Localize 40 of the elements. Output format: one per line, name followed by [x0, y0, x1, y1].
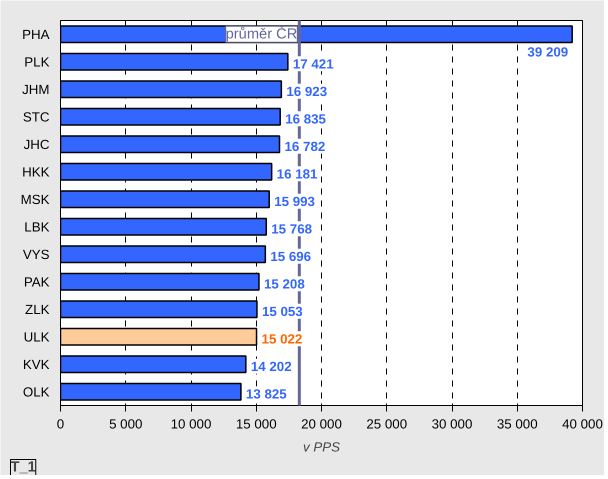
y-tick-label: PHA [22, 26, 50, 42]
y-tick-label: PAK [24, 274, 50, 290]
data-label: 15 993 [274, 194, 315, 209]
y-tick-label: ZLK [25, 302, 50, 317]
data-label: 15 768 [271, 221, 312, 236]
data-label: 13 825 [246, 386, 288, 402]
data-label: 15 022 [262, 331, 302, 346]
data-label: 39 209 [527, 44, 568, 60]
y-tick-label: ULK [24, 329, 50, 344]
data-label: 16 181 [276, 166, 318, 182]
y-tick-label: STC [22, 109, 50, 124]
data-label: 15 208 [264, 276, 305, 292]
y-tick-label: JHC [24, 136, 50, 152]
data-label: 17 421 [292, 56, 334, 72]
y-tick-label: MSK [20, 192, 50, 207]
data-label: 16 782 [284, 138, 326, 154]
data-label: 15 696 [270, 248, 312, 264]
y-tick-label: LBK [24, 219, 50, 234]
data-label: 16 923 [286, 84, 328, 99]
y-tick-label: VYS [22, 246, 50, 262]
x-tick-label: 20 000 [301, 416, 342, 432]
bar [60, 80, 282, 98]
x-tick-label: 0 [56, 416, 64, 432]
y-tick-label: HKK [22, 164, 50, 180]
y-tick-label: OLK [22, 384, 50, 400]
x-axis-title: v PPS [302, 440, 340, 454]
data-label: 15 053 [262, 304, 303, 319]
x-tick-label: 10 000 [170, 416, 212, 432]
x-tick-label: 35 000 [496, 416, 538, 432]
data-label: 14 202 [250, 358, 292, 374]
y-tick-label: JHM [22, 82, 50, 97]
data-label: 16 835 [285, 111, 327, 126]
x-tick-label: 25 000 [366, 416, 408, 432]
y-tick-label: KVK [22, 356, 50, 372]
y-tick-label: PLK [24, 54, 50, 70]
x-tick-label: 5 000 [109, 416, 142, 432]
x-tick-label: 40 000 [562, 416, 603, 432]
x-tick-label: 30 000 [432, 416, 472, 432]
ref-line-label: průměr ČR [226, 25, 298, 42]
x-tick-label: 15 000 [236, 416, 277, 432]
